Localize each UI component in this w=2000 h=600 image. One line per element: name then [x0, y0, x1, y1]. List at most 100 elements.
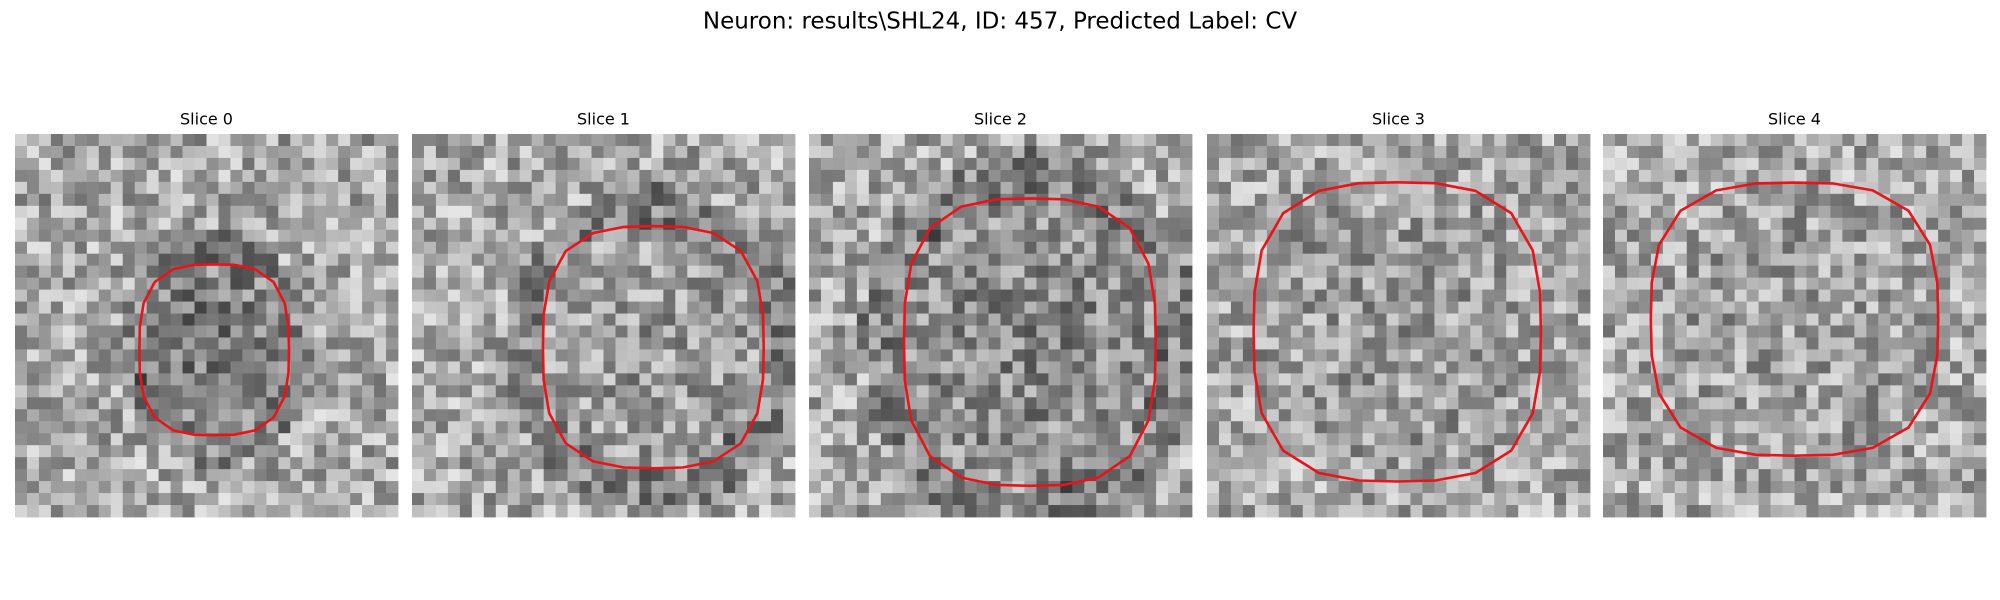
pixel	[699, 421, 712, 434]
pixel	[1254, 134, 1268, 147]
pixel	[1962, 397, 1975, 410]
pixel	[1542, 157, 1555, 171]
pixel	[1734, 253, 1748, 267]
pixel	[663, 409, 676, 422]
pixel	[1000, 493, 1013, 506]
pixel	[1362, 277, 1375, 290]
pixel	[1950, 217, 1963, 231]
pixel	[976, 265, 989, 279]
pixel	[507, 217, 521, 231]
pixel	[856, 337, 870, 350]
pixel	[1854, 277, 1867, 290]
pixel	[182, 457, 195, 470]
pixel	[711, 145, 724, 159]
pixel	[1302, 397, 1316, 410]
pixel	[1494, 397, 1507, 410]
pixel	[1000, 349, 1013, 362]
pixel	[242, 241, 255, 255]
pixel	[1806, 181, 1819, 195]
pixel	[98, 409, 112, 422]
pixel	[1218, 193, 1232, 207]
pixel	[1926, 289, 1939, 302]
pixel	[868, 433, 882, 446]
pixel	[555, 325, 568, 338]
pixel	[1506, 313, 1519, 326]
pixel	[699, 277, 712, 290]
pixel	[1180, 361, 1193, 374]
pixel	[146, 205, 160, 219]
pixel	[639, 505, 652, 518]
pixel	[483, 349, 497, 362]
pixel	[1806, 145, 1819, 159]
pixel	[302, 157, 315, 171]
pixel	[206, 157, 219, 171]
pixel	[86, 289, 100, 302]
pixel	[868, 445, 882, 458]
pixel	[1494, 169, 1507, 183]
slice-image	[809, 134, 1193, 518]
pixel	[1866, 385, 1879, 398]
pixel	[1326, 229, 1340, 243]
pixel	[771, 313, 784, 326]
pixel	[844, 421, 858, 434]
pixel	[663, 205, 676, 219]
pixel	[1758, 181, 1771, 195]
pixel	[856, 313, 870, 326]
pixel	[844, 505, 858, 518]
pixel	[1072, 505, 1085, 518]
pixel	[62, 145, 76, 159]
pixel	[651, 265, 664, 279]
pixel	[1326, 145, 1340, 159]
pixel	[1278, 145, 1292, 159]
pixel	[615, 337, 628, 350]
pixel	[952, 373, 965, 386]
pixel	[326, 337, 339, 350]
pixel	[26, 145, 40, 159]
pixel	[350, 301, 363, 314]
pixel	[723, 337, 736, 350]
pixel	[1207, 361, 1220, 374]
pixel	[1698, 169, 1712, 183]
pixel	[1866, 397, 1879, 410]
pixel	[1422, 397, 1435, 410]
pixel	[1120, 349, 1133, 362]
pixel	[158, 289, 171, 302]
pixel	[26, 157, 40, 171]
pixel	[122, 325, 136, 338]
pixel	[1024, 205, 1037, 219]
pixel	[182, 349, 195, 362]
pixel	[1410, 493, 1423, 506]
pixel	[591, 433, 604, 446]
pixel	[26, 349, 40, 362]
pixel	[1722, 145, 1736, 159]
pixel	[1470, 217, 1483, 231]
pixel	[1470, 433, 1483, 446]
pixel	[1494, 157, 1507, 171]
pixel	[591, 421, 604, 434]
pixel	[254, 301, 267, 314]
pixel	[1746, 337, 1759, 350]
pixel	[1338, 445, 1352, 458]
pixel	[1278, 277, 1292, 290]
pixel	[651, 301, 664, 314]
pixel	[1554, 193, 1567, 207]
pixel	[412, 193, 425, 207]
pixel	[1048, 385, 1061, 398]
pixel	[1000, 421, 1013, 434]
pixel	[314, 217, 327, 231]
pixel	[976, 361, 989, 374]
pixel	[735, 301, 748, 314]
pixel	[1350, 193, 1363, 207]
pixel	[182, 481, 195, 494]
pixel	[26, 385, 40, 398]
pixel	[1362, 134, 1375, 147]
pixel	[1470, 409, 1483, 422]
pixel	[735, 481, 748, 494]
pixel	[1518, 265, 1531, 279]
pixel	[338, 433, 351, 446]
pixel	[1710, 313, 1724, 326]
pixel	[1746, 169, 1759, 183]
pixel	[1902, 445, 1915, 458]
pixel	[1398, 313, 1411, 326]
pixel	[1326, 253, 1340, 267]
